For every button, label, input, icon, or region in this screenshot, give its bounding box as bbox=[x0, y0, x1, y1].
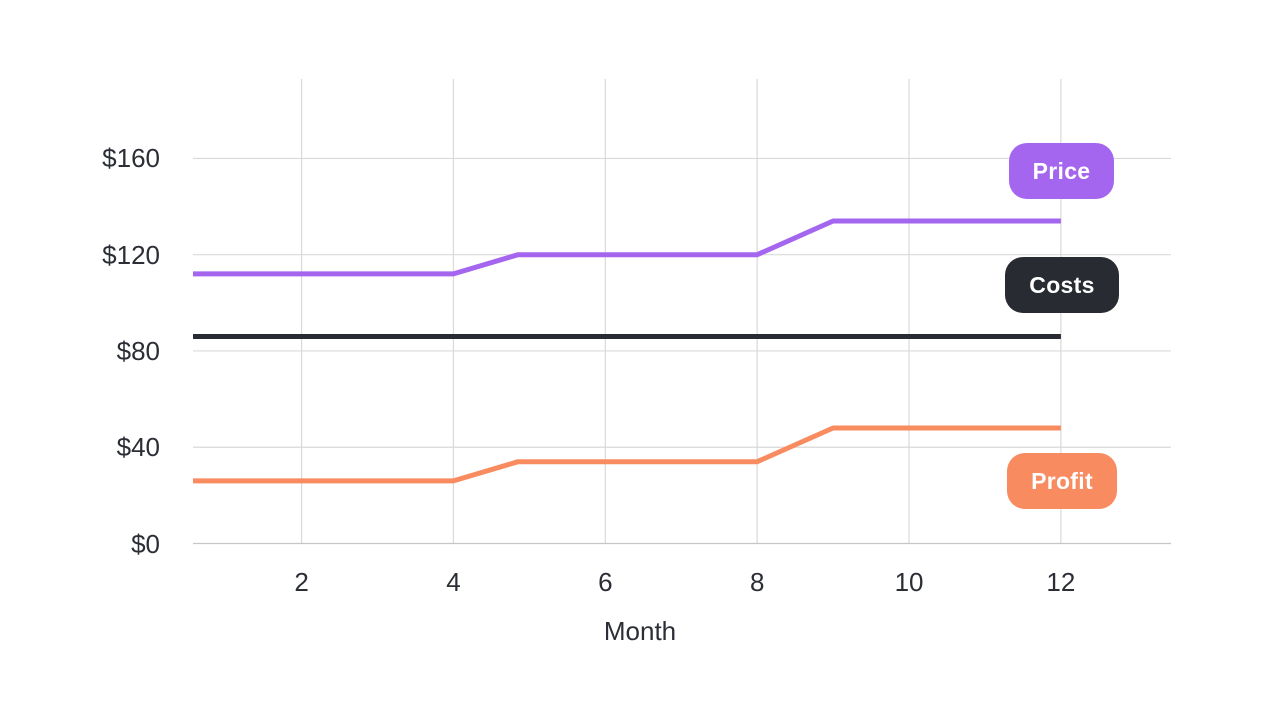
legend-pill-costs-label: Costs bbox=[1029, 271, 1095, 298]
y-tick-label-40: $40 bbox=[116, 432, 160, 463]
x-tick-label-10: 10 bbox=[894, 567, 924, 597]
legend-pill-costs: Costs bbox=[1005, 257, 1119, 313]
x-tick-label-6: 6 bbox=[598, 567, 613, 597]
y-tick-label-80: $80 bbox=[116, 335, 160, 366]
legend-pill-price-label: Price bbox=[1032, 157, 1091, 184]
y-tick-label-120: $120 bbox=[102, 239, 160, 270]
legend-pill-profit-label: Profit bbox=[1031, 467, 1093, 494]
x-tick-label-4: 4 bbox=[446, 567, 461, 597]
x-tick-label-12: 12 bbox=[1046, 567, 1076, 597]
x-axis-title: Month bbox=[603, 616, 677, 646]
legend-pill-profit: Profit bbox=[1007, 453, 1117, 509]
y-tick-label-0: $0 bbox=[131, 528, 160, 559]
legend-pill-price: Price bbox=[1009, 143, 1114, 199]
price-line bbox=[193, 218, 1061, 277]
profit-line bbox=[193, 425, 1061, 484]
x-tick-label-8: 8 bbox=[749, 567, 765, 597]
y-tick-label-160: $160 bbox=[102, 143, 160, 174]
x-tick-label-2: 2 bbox=[294, 567, 309, 597]
